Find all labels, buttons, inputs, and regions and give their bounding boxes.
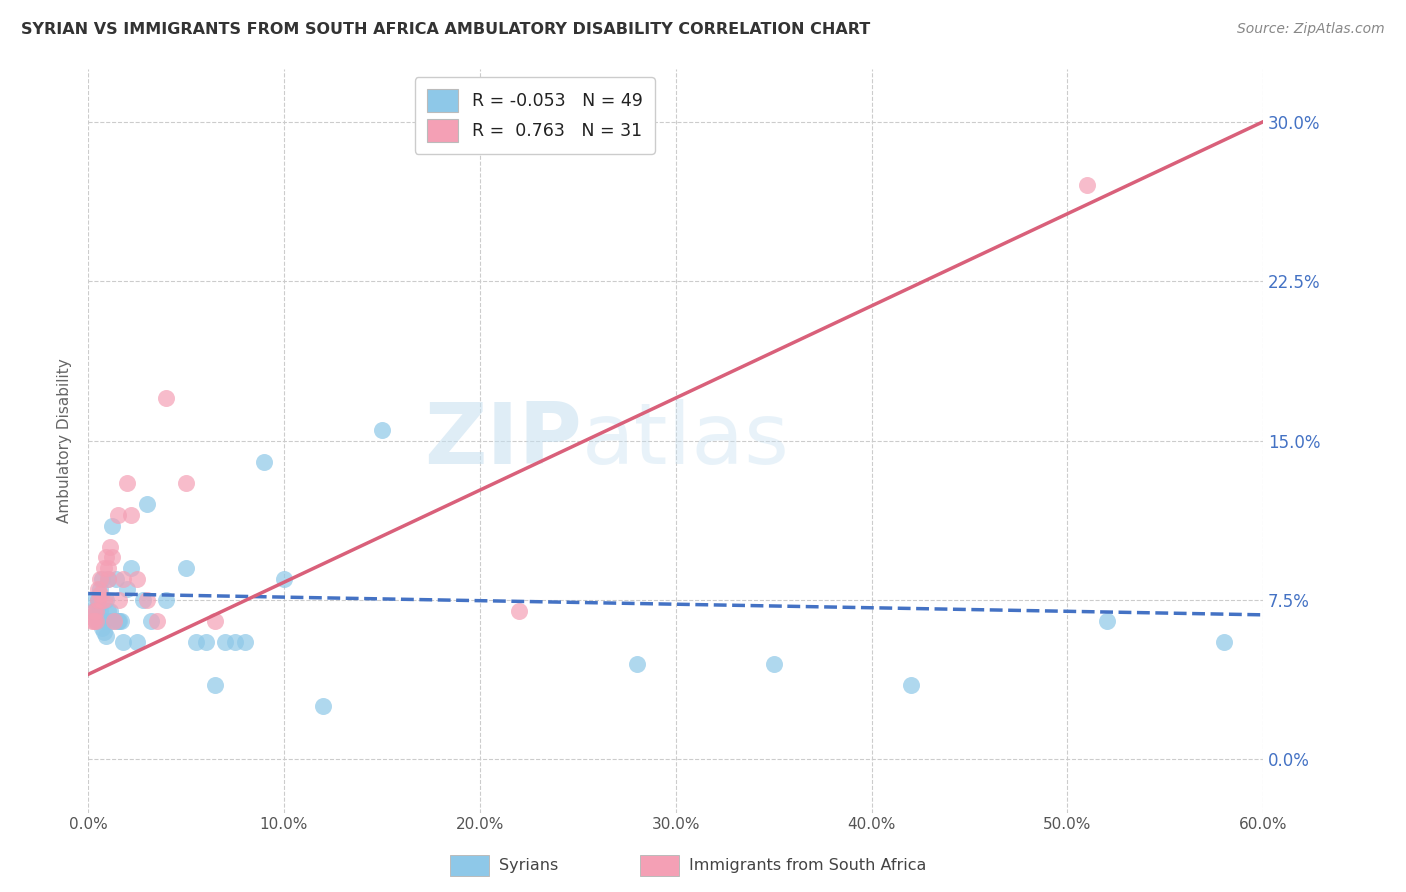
Point	[117, 582, 139, 597]
Point	[112, 572, 135, 586]
Point	[120, 561, 142, 575]
Point	[83, 604, 105, 618]
Point	[97, 572, 120, 586]
Point	[224, 635, 246, 649]
Point	[97, 572, 120, 586]
Point	[87, 593, 110, 607]
Point	[98, 540, 121, 554]
Point	[155, 593, 177, 607]
Text: atlas: atlas	[582, 399, 790, 482]
Point	[89, 586, 111, 600]
Point	[89, 582, 111, 597]
Point	[253, 455, 276, 469]
Point	[87, 593, 110, 607]
Point	[312, 699, 335, 714]
Point	[87, 582, 110, 597]
Y-axis label: Ambulatory Disability: Ambulatory Disability	[58, 359, 72, 523]
Point	[214, 635, 236, 649]
Legend: R = -0.053   N = 49, R =  0.763   N = 31: R = -0.053 N = 49, R = 0.763 N = 31	[415, 78, 655, 154]
Point	[900, 678, 922, 692]
Point	[100, 550, 122, 565]
Point	[90, 572, 112, 586]
Text: Immigrants from South Africa: Immigrants from South Africa	[689, 858, 927, 872]
Point	[89, 572, 111, 586]
Point	[174, 476, 197, 491]
Point	[93, 624, 115, 639]
Point	[90, 621, 112, 635]
Point	[174, 561, 197, 575]
Point	[1095, 614, 1118, 628]
Point	[762, 657, 785, 671]
Point	[204, 678, 226, 692]
Point	[90, 593, 112, 607]
Point	[87, 599, 110, 614]
Point	[204, 614, 226, 628]
Point	[103, 614, 125, 628]
Point	[80, 614, 103, 628]
Point	[97, 561, 120, 575]
Point	[98, 614, 121, 628]
Point	[139, 614, 162, 628]
Point	[84, 607, 107, 622]
Point	[135, 497, 157, 511]
Point	[110, 614, 132, 628]
Point	[273, 572, 295, 586]
Point	[155, 391, 177, 405]
Point	[93, 593, 115, 607]
Point	[80, 593, 103, 607]
Point	[508, 604, 530, 618]
Point	[184, 635, 207, 649]
Point	[84, 614, 107, 628]
Point	[103, 614, 125, 628]
Point	[233, 635, 256, 649]
Point	[104, 572, 127, 586]
Point	[87, 614, 110, 628]
Point	[127, 635, 149, 649]
Point	[1213, 635, 1236, 649]
Text: Syrians: Syrians	[499, 858, 558, 872]
Point	[1076, 178, 1098, 193]
Point	[84, 604, 107, 618]
Point	[93, 561, 115, 575]
Point	[194, 635, 217, 649]
Point	[127, 572, 149, 586]
Point	[84, 614, 107, 628]
Text: SYRIAN VS IMMIGRANTS FROM SOUTH AFRICA AMBULATORY DISABILITY CORRELATION CHART: SYRIAN VS IMMIGRANTS FROM SOUTH AFRICA A…	[21, 22, 870, 37]
Point	[93, 614, 115, 628]
Point	[83, 614, 105, 628]
Point	[97, 604, 120, 618]
Text: Source: ZipAtlas.com: Source: ZipAtlas.com	[1237, 22, 1385, 37]
Text: ZIP: ZIP	[425, 399, 582, 482]
Point	[98, 604, 121, 618]
Point	[108, 593, 131, 607]
Point	[107, 508, 129, 522]
Point	[83, 604, 105, 618]
Point	[94, 593, 117, 607]
Point	[94, 629, 117, 643]
Point	[112, 635, 135, 649]
Point	[132, 593, 155, 607]
Point	[108, 614, 131, 628]
Point	[107, 614, 129, 628]
Point	[626, 657, 648, 671]
Point	[100, 518, 122, 533]
Point	[117, 476, 139, 491]
Point	[371, 423, 394, 437]
Point	[135, 593, 157, 607]
Point	[145, 614, 167, 628]
Point	[89, 604, 111, 618]
Point	[120, 508, 142, 522]
Point	[94, 550, 117, 565]
